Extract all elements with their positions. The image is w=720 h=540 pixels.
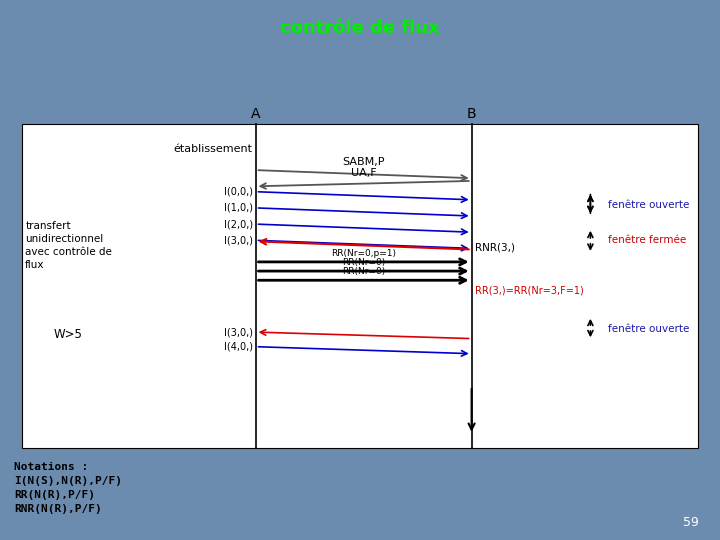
Text: contrôle de flux: contrôle de flux <box>280 19 440 37</box>
Text: Notations :
I(N(S),N(R),P/F)
RR(N(R),P/F)
RNR(N(R),P/F): Notations : I(N(S),N(R),P/F) RR(N(R),P/F… <box>14 462 122 514</box>
Text: fenêtre fermée: fenêtre fermée <box>608 235 687 245</box>
Text: I(2,0,): I(2,0,) <box>225 219 253 229</box>
Text: RR(Nr=0,p=1): RR(Nr=0,p=1) <box>331 249 396 258</box>
Text: I(4,0,): I(4,0,) <box>225 342 253 352</box>
Text: RR(Nr=0): RR(Nr=0) <box>342 258 385 267</box>
Text: 59: 59 <box>683 516 698 529</box>
Text: UA,F: UA,F <box>351 168 377 178</box>
Text: A: A <box>251 107 261 122</box>
Text: fenêtre ouverte: fenêtre ouverte <box>608 200 690 210</box>
Text: établissement: établissement <box>173 144 252 153</box>
Text: fenêtre ouverte: fenêtre ouverte <box>608 325 690 334</box>
Text: transfert
unidirectionnel
avec contrôle de
flux: transfert unidirectionnel avec contrôle … <box>25 221 112 271</box>
Text: I(0,0,): I(0,0,) <box>225 187 253 197</box>
Text: RR(Nr=0): RR(Nr=0) <box>342 267 385 276</box>
Text: SABM,P: SABM,P <box>342 157 385 167</box>
Text: W>5: W>5 <box>54 328 83 341</box>
Text: B: B <box>467 107 477 122</box>
Text: I(1,0,): I(1,0,) <box>225 203 253 213</box>
Text: RR(3,)=RR(Nr=3,F=1): RR(3,)=RR(Nr=3,F=1) <box>475 286 584 295</box>
Text: I(3,0,): I(3,0,) <box>225 327 253 337</box>
FancyBboxPatch shape <box>22 124 698 448</box>
Text: I(3,0,): I(3,0,) <box>225 235 253 245</box>
Text: RNR(3,): RNR(3,) <box>475 242 516 252</box>
